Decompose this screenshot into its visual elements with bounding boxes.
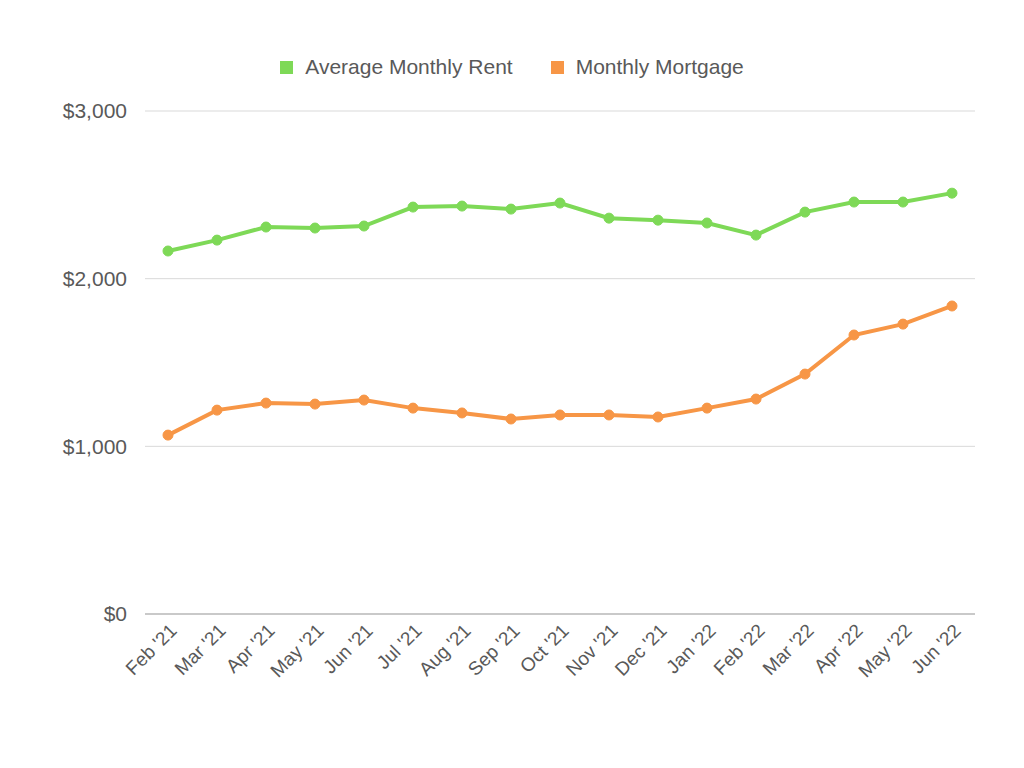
svg-text:Apr '21: Apr '21 (221, 619, 279, 677)
svg-text:May '21: May '21 (266, 620, 327, 681)
svg-text:$0: $0 (104, 602, 127, 625)
svg-text:$2,000: $2,000 (63, 267, 127, 290)
svg-text:Jul '21: Jul '21 (372, 619, 426, 674)
svg-text:$3,000: $3,000 (63, 99, 127, 122)
svg-text:Dec '21: Dec '21 (611, 620, 671, 680)
html-text:Monthly Mortgage: Monthly Mortgage (575, 55, 744, 78)
svg-text:Jun '22: Jun '22 (907, 620, 965, 678)
svg-text:Sep '21: Sep '21 (464, 620, 524, 680)
svg-text:Feb '21: Feb '21 (121, 620, 180, 679)
svg-text:Jan '22: Jan '22 (662, 620, 720, 678)
svg-text:Apr '22: Apr '22 (809, 619, 867, 677)
svg-text:$1,000: $1,000 (63, 435, 127, 458)
svg-text:Nov '21: Nov '21 (562, 620, 622, 680)
svg-text:Jun '21: Jun '21 (319, 620, 377, 678)
html-text:Average Monthly Rent: Average Monthly Rent (305, 55, 513, 78)
svg-text:May '22: May '22 (854, 620, 915, 681)
svg-text:Aug '21: Aug '21 (415, 620, 475, 680)
svg-text:Mar '21: Mar '21 (170, 620, 229, 679)
svg-text:Feb '22: Feb '22 (709, 620, 768, 679)
svg-text:Mar '22: Mar '22 (758, 620, 817, 679)
svg-text:Oct '21: Oct '21 (515, 619, 573, 677)
